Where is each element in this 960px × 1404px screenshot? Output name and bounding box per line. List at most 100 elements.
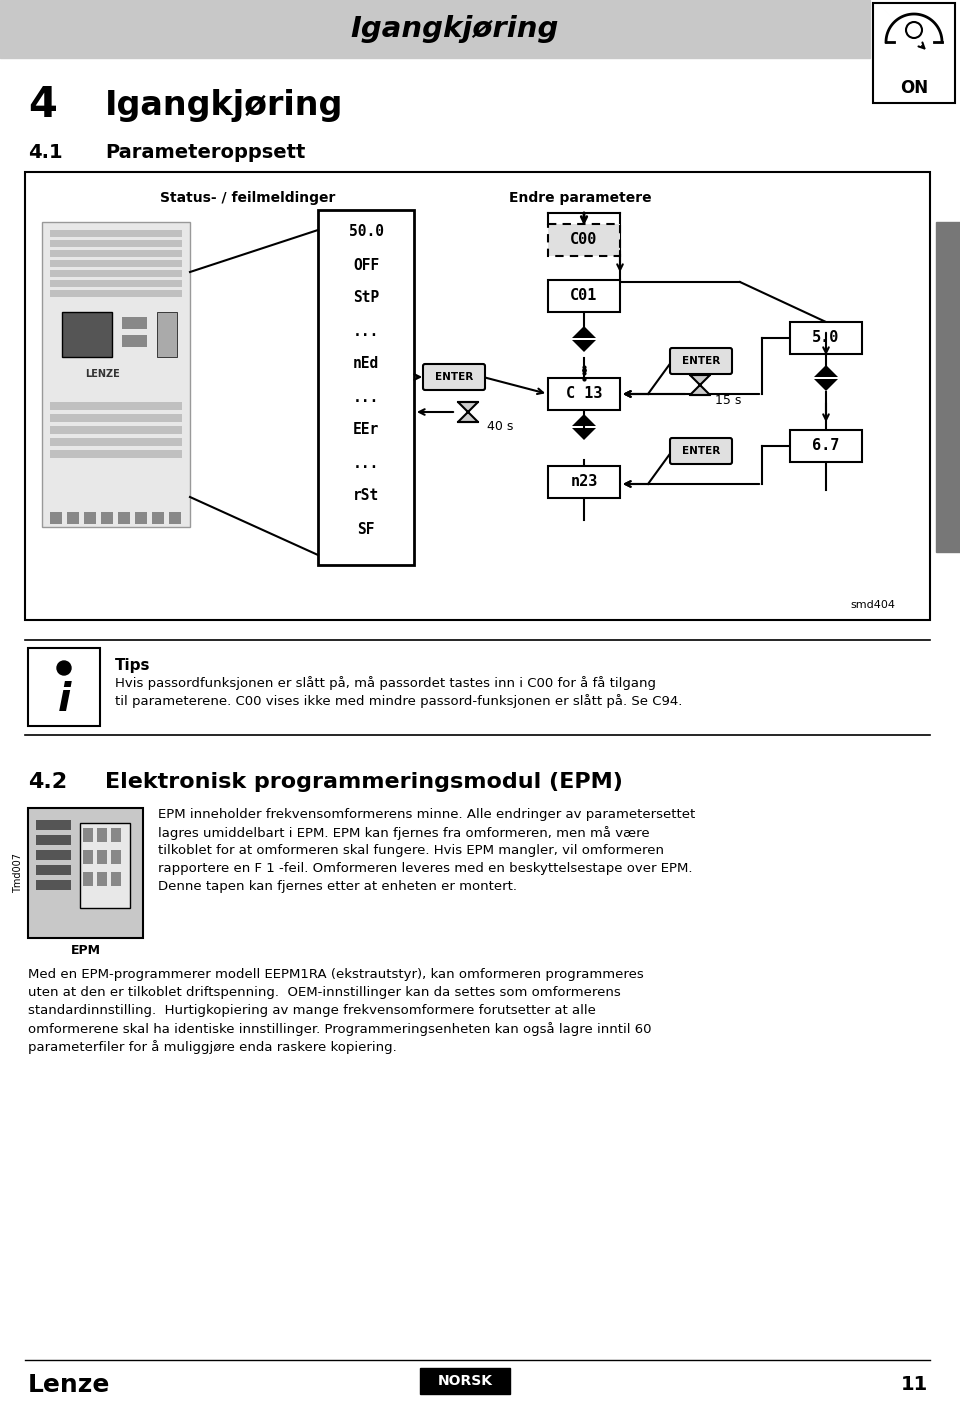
Text: Status- / feilmeldinger: Status- / feilmeldinger bbox=[160, 191, 336, 205]
Text: rapportere en F 1 -feil. Omformeren leveres med en beskyttelsestape over EPM.: rapportere en F 1 -feil. Omformeren leve… bbox=[158, 862, 692, 875]
Bar bbox=[97, 828, 107, 842]
Bar bbox=[50, 240, 182, 247]
Text: C 13: C 13 bbox=[565, 386, 602, 402]
Text: Hvis passordfunksjonen er slått på, må passordet tastes inn i C00 for å få tilga: Hvis passordfunksjonen er slått på, må p… bbox=[115, 675, 656, 689]
Text: Igangkjøring: Igangkjøring bbox=[350, 15, 559, 44]
Text: EPM inneholder frekvensomformerens minne. Alle endringer av parametersettet: EPM inneholder frekvensomformerens minne… bbox=[158, 807, 695, 821]
Circle shape bbox=[57, 661, 71, 675]
Text: EPM: EPM bbox=[70, 943, 101, 956]
FancyBboxPatch shape bbox=[670, 348, 732, 373]
Bar bbox=[83, 872, 93, 886]
Text: 4.2: 4.2 bbox=[28, 772, 67, 792]
Text: NORSK: NORSK bbox=[438, 1375, 492, 1389]
Bar bbox=[111, 872, 121, 886]
Bar bbox=[36, 835, 71, 845]
Text: StP: StP bbox=[353, 291, 379, 306]
Polygon shape bbox=[814, 365, 838, 378]
Bar bbox=[67, 512, 79, 524]
Bar bbox=[118, 512, 130, 524]
Text: standardinnstilling.  Hurtigkopiering av mange frekvensomformere forutsetter at : standardinnstilling. Hurtigkopiering av … bbox=[28, 1004, 596, 1016]
Polygon shape bbox=[572, 428, 596, 439]
Bar bbox=[111, 849, 121, 863]
Text: 4.1: 4.1 bbox=[28, 143, 62, 163]
FancyBboxPatch shape bbox=[423, 364, 485, 390]
Bar bbox=[50, 230, 182, 237]
Bar bbox=[50, 512, 62, 524]
Text: OFF: OFF bbox=[353, 257, 379, 272]
Polygon shape bbox=[814, 379, 838, 390]
Text: 40 s: 40 s bbox=[487, 421, 514, 434]
Text: EEr: EEr bbox=[353, 423, 379, 438]
Text: C00: C00 bbox=[570, 233, 598, 247]
Polygon shape bbox=[572, 326, 596, 338]
Text: 4: 4 bbox=[28, 84, 57, 126]
Bar bbox=[548, 466, 620, 498]
Bar bbox=[111, 828, 121, 842]
Text: nEd: nEd bbox=[353, 357, 379, 372]
Bar bbox=[28, 807, 143, 938]
Bar bbox=[50, 291, 182, 298]
Text: Denne tapen kan fjernes etter at enheten er montert.: Denne tapen kan fjernes etter at enheten… bbox=[158, 880, 517, 893]
Text: Endre parametere: Endre parametere bbox=[509, 191, 651, 205]
Bar bbox=[36, 865, 71, 875]
Bar bbox=[0, 0, 870, 58]
Text: 50.0: 50.0 bbox=[348, 225, 383, 240]
Text: ON: ON bbox=[900, 79, 928, 97]
Text: Igangkjøring: Igangkjøring bbox=[105, 88, 344, 122]
Circle shape bbox=[906, 22, 922, 38]
Text: parameterfiler for å muliggjøre enda raskere kopiering.: parameterfiler for å muliggjøre enda ras… bbox=[28, 1040, 396, 1054]
Bar bbox=[28, 649, 100, 726]
Bar bbox=[50, 451, 182, 458]
Text: Med en EPM-programmerer modell EEPM1RA (ekstrautstyr), kan omformeren programmer: Med en EPM-programmerer modell EEPM1RA (… bbox=[28, 967, 644, 981]
Text: SF: SF bbox=[357, 521, 374, 536]
Bar bbox=[62, 312, 112, 357]
Text: C01: C01 bbox=[570, 288, 598, 303]
Bar bbox=[157, 312, 177, 357]
Bar bbox=[548, 378, 620, 410]
Bar bbox=[122, 317, 147, 329]
Text: 15 s: 15 s bbox=[715, 393, 741, 407]
Bar bbox=[97, 849, 107, 863]
Text: 6.7: 6.7 bbox=[812, 438, 840, 453]
Bar bbox=[50, 250, 182, 257]
Text: omformerene skal ha identiske innstillinger. Programmeringsenheten kan også lagr: omformerene skal ha identiske innstillin… bbox=[28, 1022, 652, 1036]
Bar bbox=[790, 322, 862, 354]
Bar bbox=[169, 512, 181, 524]
Bar bbox=[548, 279, 620, 312]
Text: n23: n23 bbox=[570, 475, 598, 490]
Bar bbox=[80, 823, 130, 908]
Text: LENZE: LENZE bbox=[84, 369, 119, 379]
Text: ENTER: ENTER bbox=[682, 357, 720, 366]
Polygon shape bbox=[572, 414, 596, 425]
Bar bbox=[936, 222, 960, 552]
Text: rSt: rSt bbox=[353, 489, 379, 504]
Text: Lenze: Lenze bbox=[28, 1373, 110, 1397]
Bar bbox=[36, 849, 71, 861]
Text: ...: ... bbox=[353, 323, 379, 338]
Bar bbox=[420, 1367, 510, 1394]
Bar bbox=[50, 425, 182, 434]
Text: Tips: Tips bbox=[115, 658, 151, 673]
Text: ...: ... bbox=[353, 455, 379, 470]
Bar bbox=[101, 512, 113, 524]
Text: tilkoblet for at omformeren skal fungere. Hvis EPM mangler, vil omformeren: tilkoblet for at omformeren skal fungere… bbox=[158, 844, 664, 856]
Text: lagres umiddelbart i EPM. EPM kan fjernes fra omformeren, men må være: lagres umiddelbart i EPM. EPM kan fjerne… bbox=[158, 826, 650, 840]
Bar bbox=[50, 279, 182, 286]
Text: til parameterene. C00 vises ikke med mindre passord-funksjonen er slått på. Se C: til parameterene. C00 vises ikke med min… bbox=[115, 694, 683, 708]
Polygon shape bbox=[458, 402, 478, 423]
Text: ...: ... bbox=[353, 389, 379, 404]
Text: Parameteroppsett: Parameteroppsett bbox=[105, 143, 305, 163]
Bar bbox=[50, 260, 182, 267]
Bar bbox=[318, 211, 414, 564]
Text: Tmd007: Tmd007 bbox=[13, 854, 23, 893]
Bar bbox=[790, 430, 862, 462]
Bar bbox=[122, 336, 147, 347]
Bar bbox=[42, 222, 190, 526]
Bar bbox=[83, 849, 93, 863]
Text: 5.0: 5.0 bbox=[812, 330, 840, 345]
Text: i: i bbox=[58, 681, 71, 719]
Bar bbox=[25, 173, 930, 621]
Bar bbox=[97, 872, 107, 886]
Text: smd404: smd404 bbox=[850, 600, 895, 609]
Bar bbox=[84, 512, 96, 524]
